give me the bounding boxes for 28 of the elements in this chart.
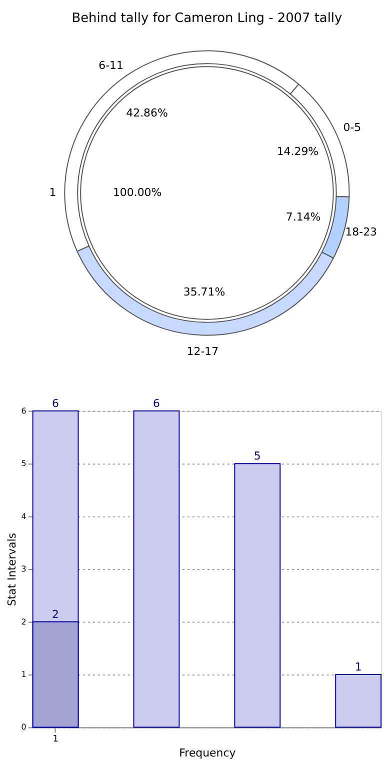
slice-label: 12-17 bbox=[186, 345, 219, 358]
data-label: 5 bbox=[254, 450, 261, 463]
data-label: 1 bbox=[354, 660, 362, 674]
data-label: 14.29% bbox=[276, 145, 319, 158]
data-label: 6 bbox=[52, 396, 60, 410]
y-tick-label: 1 bbox=[21, 670, 26, 679]
y-tick-label: 4 bbox=[21, 512, 26, 521]
x-axis-title: Frequency bbox=[179, 746, 236, 760]
data-label: 42.86% bbox=[126, 106, 168, 120]
data-label: 35.71% bbox=[183, 285, 226, 298]
y-tick-label: 6 bbox=[21, 406, 26, 416]
y-axis-title: Stat Intervals bbox=[5, 532, 18, 606]
y-tick-label: 3 bbox=[21, 564, 26, 574]
y-tick-label: 5 bbox=[21, 459, 26, 468]
chart-title: Behind tally for Cameron Ling - 2007 tally bbox=[72, 10, 343, 26]
bar bbox=[335, 674, 382, 728]
data-label: 2 bbox=[52, 608, 60, 621]
data-label: 100.00% bbox=[112, 186, 162, 199]
data-label: 6 bbox=[152, 396, 160, 410]
slice-label: 1 bbox=[49, 186, 56, 199]
y-tick-label: 2 bbox=[21, 617, 26, 626]
slice-label: 6-11 bbox=[98, 58, 124, 72]
bar bbox=[234, 463, 281, 728]
bar bbox=[133, 410, 180, 728]
slice-label: 0-5 bbox=[343, 120, 362, 134]
slice-label: 18-23 bbox=[345, 226, 378, 239]
data-label: 7.14% bbox=[286, 210, 321, 224]
y-tick-label: 0 bbox=[21, 722, 26, 732]
